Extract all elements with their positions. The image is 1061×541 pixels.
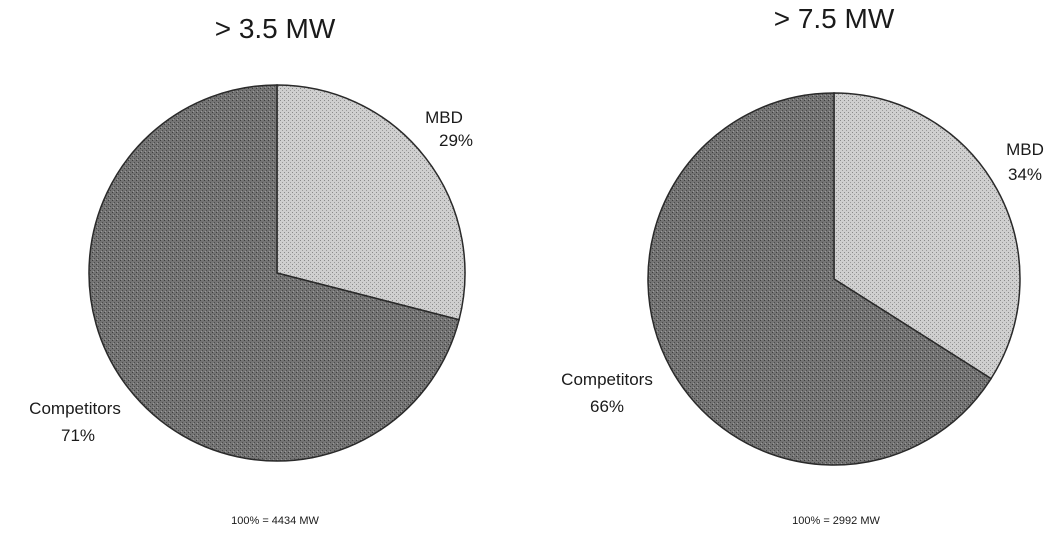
chart-2-competitors-slice [647, 92, 993, 466]
chart-1-competitors-slice [88, 84, 461, 462]
chart-2-mbd-label: MBD [1006, 140, 1044, 159]
pie-1-slices [88, 84, 466, 462]
chart-2-title: > 7.5 MW [774, 3, 895, 34]
chart-2-total-note: 100% = 2992 MW [792, 515, 880, 527]
chart-1-mbd-value: 29% [439, 131, 473, 150]
chart-1-title: > 3.5 MW [215, 13, 336, 44]
chart-2-competitors-value: 66% [590, 397, 624, 416]
chart-2-competitors-label: Competitors [561, 370, 653, 389]
chart-2-mbd-slice [833, 92, 1021, 380]
pie-chart-1: > 3.5 MW MBD 29% Competitors 71% 100% = … [29, 13, 473, 527]
chart-1-mbd-label: MBD [425, 108, 463, 127]
chart-1-total-note: 100% = 4434 MW [231, 515, 319, 527]
chart-1-mbd-slice [276, 84, 466, 321]
pie-chart-2: > 7.5 MW MBD 34% Competitors 66% 100% = … [561, 3, 1044, 527]
chart-1-competitors-value: 71% [61, 426, 95, 445]
chart-1-competitors-label: Competitors [29, 399, 121, 418]
pie-2-slices [647, 92, 1021, 466]
chart-2-mbd-value: 34% [1008, 165, 1042, 184]
